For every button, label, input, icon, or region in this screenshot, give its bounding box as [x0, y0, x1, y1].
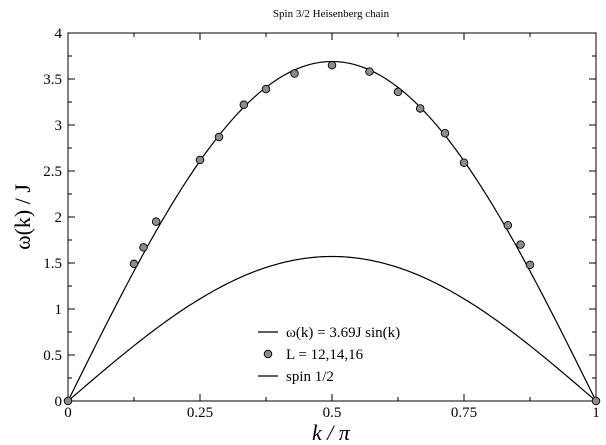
data-point: [129, 259, 139, 269]
x-tick-label: 0: [64, 405, 72, 421]
x-tick-label: 1: [592, 405, 600, 421]
legend-circle-symbol: [263, 349, 273, 359]
data-point: [503, 221, 513, 230]
x-tick-label: 0.5: [323, 405, 342, 421]
data-point: [327, 60, 337, 70]
data-point: [591, 396, 601, 406]
data-point: [290, 69, 299, 78]
data-point: [214, 132, 224, 142]
data-point: [63, 396, 73, 406]
data-point: [365, 67, 374, 76]
data-point: [440, 129, 450, 138]
plot-frame: [67, 32, 597, 402]
data-point: [139, 243, 148, 252]
y-axis-label: ω(k) / J: [10, 184, 35, 250]
legend-label: L = 12,14,16: [286, 347, 364, 363]
legend-label: spin 1/2: [286, 369, 334, 385]
y-tick-label: 4: [55, 26, 63, 42]
y-tick-label: 3.5: [43, 72, 62, 88]
data-point: [516, 240, 525, 249]
data-point: [195, 155, 205, 165]
y-tick-label: 3: [55, 118, 63, 134]
x-tick-label: 0.75: [451, 405, 477, 421]
chart-title: Spin 3/2 Heisenberg chain: [273, 8, 390, 20]
data-point: [239, 100, 249, 110]
y-tick-label: 0.5: [43, 348, 62, 364]
data-point: [525, 260, 535, 270]
legend: ω(k) = 3.69J sin(k) L = 12,14,16 spin 1/2: [258, 325, 400, 385]
y-tick-label: 2: [55, 210, 63, 226]
data-point: [415, 104, 425, 113]
legend-label: ω(k) = 3.69J sin(k): [286, 325, 400, 341]
data-point: [459, 158, 469, 167]
axis-ticks: 0 0.25 0.5 0.75 1 0 0.5 1 1.5 2 2.5 3 3.5 4: [43, 26, 600, 421]
x-tick-label: 0.25: [187, 405, 213, 421]
data-point: [393, 87, 403, 97]
data-point: [151, 217, 161, 226]
y-tick-label: 0: [55, 394, 63, 410]
series-line-1: [67, 255, 597, 402]
data-point: [261, 84, 271, 94]
y-tick-label: 2.5: [43, 164, 62, 180]
data-points: [63, 60, 601, 406]
y-tick-label: 1: [55, 302, 63, 318]
y-tick-label: 1.5: [43, 256, 62, 272]
x-axis-label: k / π: [312, 420, 351, 445]
